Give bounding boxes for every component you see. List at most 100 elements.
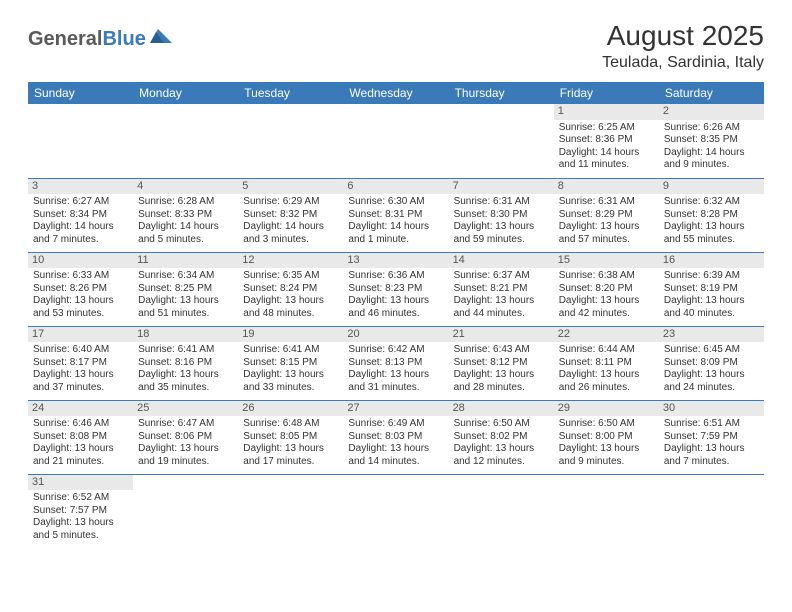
calendar-week-row: 24Sunrise: 6:46 AMSunset: 8:08 PMDayligh… [28, 400, 764, 474]
day-number: 5 [238, 179, 343, 195]
calendar-day-cell: 13Sunrise: 6:36 AMSunset: 8:23 PMDayligh… [343, 252, 448, 326]
sunset-text: Sunset: 7:57 PM [33, 505, 128, 518]
day-number: 20 [343, 327, 448, 343]
calendar-day-cell [238, 104, 343, 178]
calendar-day-cell: 25Sunrise: 6:47 AMSunset: 8:06 PMDayligh… [133, 400, 238, 474]
sunrise-text: Sunrise: 6:41 AM [138, 344, 233, 357]
sunrise-text: Sunrise: 6:36 AM [348, 270, 443, 283]
daylight-text: Daylight: 13 hours and 24 minutes. [664, 369, 759, 394]
day-number: 7 [449, 179, 554, 195]
sunrise-text: Sunrise: 6:52 AM [33, 492, 128, 505]
day-number: 14 [449, 253, 554, 269]
day-number: 10 [28, 253, 133, 269]
day-number: 3 [28, 179, 133, 195]
sunrise-text: Sunrise: 6:31 AM [559, 196, 654, 209]
day-number: 19 [238, 327, 343, 343]
day-number: 24 [28, 401, 133, 417]
sunset-text: Sunset: 8:12 PM [454, 357, 549, 370]
location-subtitle: Teulada, Sardinia, Italy [602, 54, 764, 72]
calendar-day-cell [133, 474, 238, 548]
sunset-text: Sunset: 8:16 PM [138, 357, 233, 370]
calendar-day-cell: 18Sunrise: 6:41 AMSunset: 8:16 PMDayligh… [133, 326, 238, 400]
calendar-day-cell: 4Sunrise: 6:28 AMSunset: 8:33 PMDaylight… [133, 178, 238, 252]
calendar-day-cell: 27Sunrise: 6:49 AMSunset: 8:03 PMDayligh… [343, 400, 448, 474]
calendar-day-cell: 9Sunrise: 6:32 AMSunset: 8:28 PMDaylight… [659, 178, 764, 252]
sunset-text: Sunset: 8:20 PM [559, 283, 654, 296]
title-block: August 2025 Teulada, Sardinia, Italy [602, 20, 764, 72]
sunset-text: Sunset: 8:26 PM [33, 283, 128, 296]
sunset-text: Sunset: 8:08 PM [33, 431, 128, 444]
daylight-text: Daylight: 14 hours and 3 minutes. [243, 221, 338, 246]
calendar-day-cell: 19Sunrise: 6:41 AMSunset: 8:15 PMDayligh… [238, 326, 343, 400]
calendar-day-cell: 24Sunrise: 6:46 AMSunset: 8:08 PMDayligh… [28, 400, 133, 474]
sunrise-text: Sunrise: 6:29 AM [243, 196, 338, 209]
sunrise-text: Sunrise: 6:43 AM [454, 344, 549, 357]
sunrise-text: Sunrise: 6:28 AM [138, 196, 233, 209]
day-number: 23 [659, 327, 764, 343]
sunrise-text: Sunrise: 6:50 AM [454, 418, 549, 431]
sunset-text: Sunset: 8:02 PM [454, 431, 549, 444]
sunset-text: Sunset: 7:59 PM [664, 431, 759, 444]
daylight-text: Daylight: 14 hours and 9 minutes. [664, 147, 759, 172]
sunset-text: Sunset: 8:36 PM [559, 134, 654, 147]
daylight-text: Daylight: 13 hours and 26 minutes. [559, 369, 654, 394]
sunrise-text: Sunrise: 6:38 AM [559, 270, 654, 283]
sunrise-text: Sunrise: 6:34 AM [138, 270, 233, 283]
daylight-text: Daylight: 13 hours and 28 minutes. [454, 369, 549, 394]
sunset-text: Sunset: 8:00 PM [559, 431, 654, 444]
sunset-text: Sunset: 8:34 PM [33, 209, 128, 222]
sunrise-text: Sunrise: 6:42 AM [348, 344, 443, 357]
sunrise-text: Sunrise: 6:39 AM [664, 270, 759, 283]
calendar-table: Sunday Monday Tuesday Wednesday Thursday… [28, 82, 764, 548]
day-number: 15 [554, 253, 659, 269]
sunrise-text: Sunrise: 6:47 AM [138, 418, 233, 431]
daylight-text: Daylight: 14 hours and 7 minutes. [33, 221, 128, 246]
calendar-day-cell [238, 474, 343, 548]
sunrise-text: Sunrise: 6:41 AM [243, 344, 338, 357]
daylight-text: Daylight: 13 hours and 35 minutes. [138, 369, 233, 394]
calendar-day-cell [343, 104, 448, 178]
day-number: 22 [554, 327, 659, 343]
daylight-text: Daylight: 13 hours and 5 minutes. [33, 517, 128, 542]
sunset-text: Sunset: 8:24 PM [243, 283, 338, 296]
sunset-text: Sunset: 8:23 PM [348, 283, 443, 296]
daylight-text: Daylight: 13 hours and 12 minutes. [454, 443, 549, 468]
sunset-text: Sunset: 8:28 PM [664, 209, 759, 222]
calendar-day-cell: 6Sunrise: 6:30 AMSunset: 8:31 PMDaylight… [343, 178, 448, 252]
calendar-day-cell: 16Sunrise: 6:39 AMSunset: 8:19 PMDayligh… [659, 252, 764, 326]
sunrise-text: Sunrise: 6:44 AM [559, 344, 654, 357]
calendar-day-cell: 14Sunrise: 6:37 AMSunset: 8:21 PMDayligh… [449, 252, 554, 326]
calendar-day-cell: 21Sunrise: 6:43 AMSunset: 8:12 PMDayligh… [449, 326, 554, 400]
sunset-text: Sunset: 8:21 PM [454, 283, 549, 296]
sunrise-text: Sunrise: 6:45 AM [664, 344, 759, 357]
flag-icon [150, 29, 172, 50]
daylight-text: Daylight: 13 hours and 42 minutes. [559, 295, 654, 320]
calendar-day-cell: 29Sunrise: 6:50 AMSunset: 8:00 PMDayligh… [554, 400, 659, 474]
daylight-text: Daylight: 13 hours and 55 minutes. [664, 221, 759, 246]
daylight-text: Daylight: 13 hours and 19 minutes. [138, 443, 233, 468]
day-number: 17 [28, 327, 133, 343]
calendar-week-row: 31Sunrise: 6:52 AMSunset: 7:57 PMDayligh… [28, 474, 764, 548]
weekday-header: Thursday [449, 82, 554, 104]
sunset-text: Sunset: 8:29 PM [559, 209, 654, 222]
day-number: 21 [449, 327, 554, 343]
calendar-day-cell [659, 474, 764, 548]
daylight-text: Daylight: 13 hours and 48 minutes. [243, 295, 338, 320]
day-number: 25 [133, 401, 238, 417]
sunrise-text: Sunrise: 6:48 AM [243, 418, 338, 431]
calendar-day-cell: 28Sunrise: 6:50 AMSunset: 8:02 PMDayligh… [449, 400, 554, 474]
day-number: 27 [343, 401, 448, 417]
sunset-text: Sunset: 8:06 PM [138, 431, 233, 444]
daylight-text: Daylight: 13 hours and 57 minutes. [559, 221, 654, 246]
calendar-day-cell: 11Sunrise: 6:34 AMSunset: 8:25 PMDayligh… [133, 252, 238, 326]
calendar-week-row: 17Sunrise: 6:40 AMSunset: 8:17 PMDayligh… [28, 326, 764, 400]
daylight-text: Daylight: 13 hours and 44 minutes. [454, 295, 549, 320]
calendar-day-cell: 30Sunrise: 6:51 AMSunset: 7:59 PMDayligh… [659, 400, 764, 474]
calendar-day-cell: 7Sunrise: 6:31 AMSunset: 8:30 PMDaylight… [449, 178, 554, 252]
day-number: 30 [659, 401, 764, 417]
calendar-day-cell: 26Sunrise: 6:48 AMSunset: 8:05 PMDayligh… [238, 400, 343, 474]
day-number: 18 [133, 327, 238, 343]
logo-text-general: General [28, 28, 102, 51]
sunset-text: Sunset: 8:35 PM [664, 134, 759, 147]
daylight-text: Daylight: 13 hours and 21 minutes. [33, 443, 128, 468]
